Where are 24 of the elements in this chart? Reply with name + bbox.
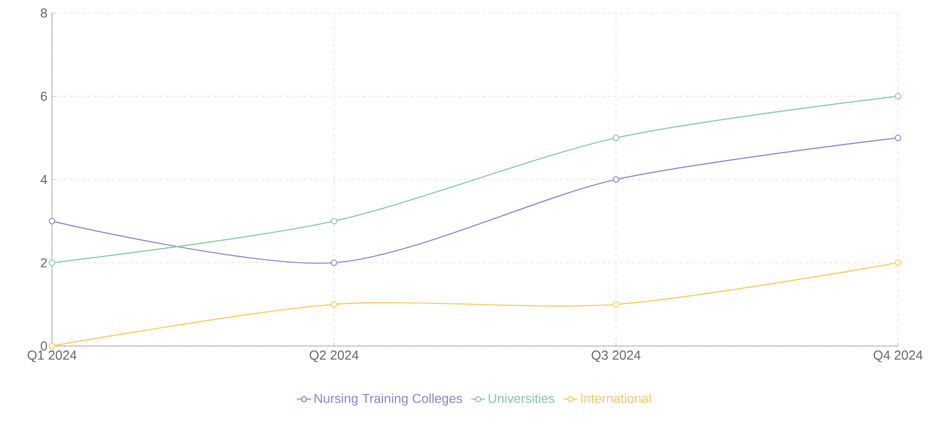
point	[48, 342, 56, 350]
point	[330, 218, 338, 224]
point	[612, 134, 620, 142]
x-tick-label: Q2 2024	[310, 350, 359, 362]
point	[612, 301, 620, 308]
point	[48, 260, 56, 266]
point	[612, 176, 620, 183]
y-tick-label: 2	[40, 258, 47, 268]
point	[330, 301, 338, 308]
y-tick-label: 4	[40, 175, 48, 184]
point	[894, 93, 902, 100]
y-tick-label: 6	[40, 92, 47, 101]
y-tick-label: 8	[40, 8, 47, 18]
point	[894, 260, 902, 266]
x-tick-label: Q4 2024	[874, 350, 923, 362]
x-tick-label: Q3 2024	[592, 350, 641, 362]
legend-label: Universities	[488, 393, 554, 404]
point	[330, 260, 338, 266]
x-tick-label: Q1 2024	[28, 350, 77, 362]
point	[48, 218, 56, 224]
point	[894, 134, 902, 142]
legend-label: International	[581, 393, 651, 404]
y-tick-label: 0	[40, 341, 47, 351]
legend-label: Nursing Training Colleges	[314, 393, 462, 406]
